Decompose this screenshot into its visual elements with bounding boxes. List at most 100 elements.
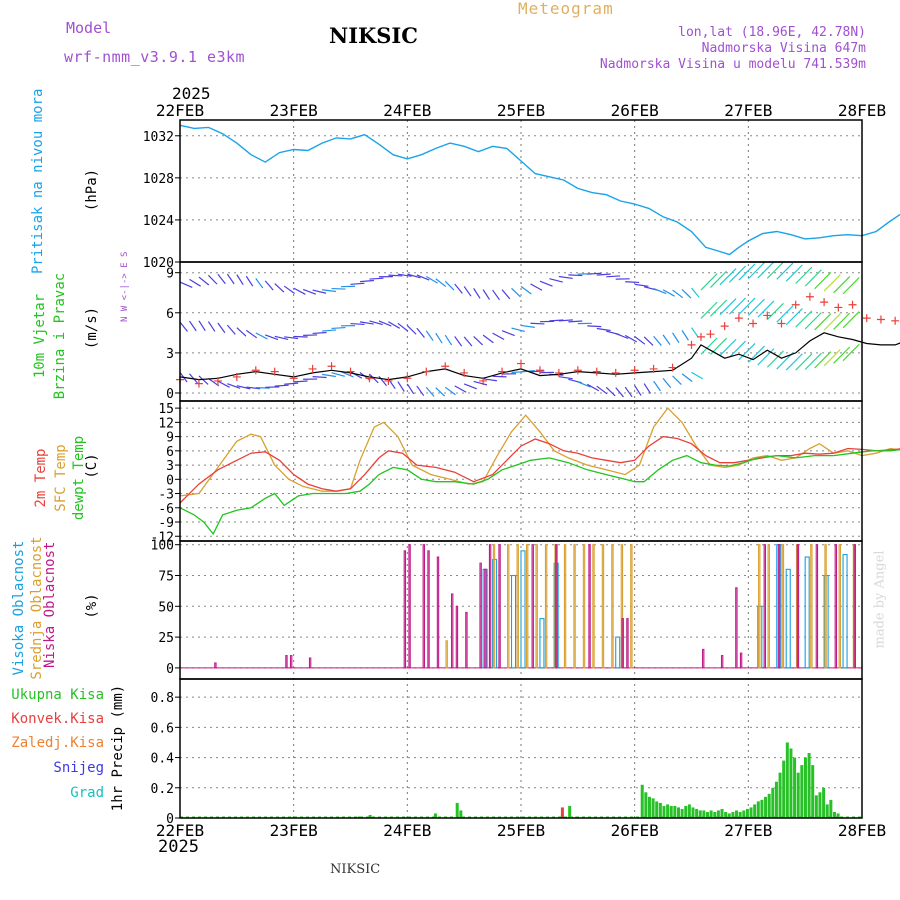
wind-barb (350, 282, 365, 285)
pressure-tick-label: 1028 (143, 172, 174, 187)
wind-barb (568, 274, 583, 277)
mid-cloud-bar (630, 544, 633, 669)
low-cloud-bar (739, 652, 743, 669)
wind-barb (842, 277, 860, 295)
wind-gust-marker (403, 374, 412, 383)
total-precip-bar (720, 808, 724, 818)
wind-barb (530, 322, 545, 325)
x-tick-top: 25FEB (497, 101, 545, 120)
wind-barb (293, 380, 308, 383)
wind-barb (738, 342, 756, 361)
wind-barb (634, 283, 649, 287)
axis-labels: 1032102810241020963015129630-3-6-9-12100… (143, 101, 886, 840)
wind-barb (284, 382, 299, 385)
total-precip-bar (749, 807, 753, 818)
wind-barb (814, 272, 832, 290)
total-precip-bar (658, 802, 662, 818)
wind-barb (691, 371, 704, 380)
wind-barb (653, 380, 661, 392)
wind-barb (606, 275, 621, 278)
low-cloud-bar (451, 593, 454, 669)
wind-barb (454, 336, 463, 347)
total-precip-bar (433, 813, 437, 818)
wind-gust-marker (535, 366, 544, 375)
low-cloud-bar (498, 544, 501, 669)
total-precip-bar (731, 811, 735, 818)
total-precip-bar (818, 792, 822, 818)
wind-barb (672, 375, 682, 386)
wind-barb (246, 386, 261, 390)
wind-barb (804, 352, 822, 370)
total-precip-bar (796, 772, 800, 818)
low-cloud-bar (720, 655, 724, 669)
total-precip-bar (778, 772, 782, 818)
wind-barb (463, 336, 473, 347)
wind-barb (473, 288, 481, 299)
wind-barb (283, 285, 295, 295)
total-precip-bar (771, 787, 775, 818)
wind-barb (587, 325, 602, 328)
low-cloud-bar (735, 587, 738, 669)
grid-lines (180, 120, 862, 819)
total-precip-bar (756, 801, 760, 818)
wind-gust-marker (777, 319, 786, 328)
wind-gust-marker (649, 364, 658, 373)
wind-barb (340, 371, 354, 378)
mid-cloud-bar (601, 544, 605, 669)
low-cloud-bar (455, 605, 459, 669)
cloud-tick-label: 25 (158, 631, 174, 646)
wind-barb (482, 334, 494, 344)
coords-label: lon,lat (18.96E, 42.78N) (678, 25, 866, 40)
wind-gust-marker (687, 340, 696, 349)
wind-gust-marker (611, 368, 620, 377)
wind-barb (833, 346, 851, 364)
wind-barb (416, 327, 425, 338)
model-elevation-label: Nadmorska Visina u modelu 741.539m (599, 57, 866, 72)
wind-barb (549, 278, 563, 283)
total-precip-bar (822, 787, 826, 818)
wind-barb (681, 373, 693, 383)
wind-barb (719, 338, 737, 356)
wind-gust-marker (251, 366, 260, 375)
temp-tick-label: -12 (151, 530, 174, 545)
station-title: NIKSIC (329, 23, 418, 48)
x-tick-top: 23FEB (270, 101, 318, 120)
wind-barb (207, 321, 216, 332)
pressure-line (179, 124, 900, 256)
wind-barb (814, 313, 832, 331)
wind-gust-marker (848, 300, 857, 309)
wind-barb (425, 386, 435, 397)
total-precip-bar (669, 805, 673, 818)
total-precip-bar (836, 813, 840, 818)
total-precip-bar (687, 804, 691, 818)
x-tick-top: 27FEB (724, 101, 772, 120)
wind-speed-line (179, 332, 900, 381)
wind-gust-marker (498, 367, 507, 376)
wind-barb (587, 383, 600, 392)
wind-barb (766, 261, 784, 279)
wind-barb (425, 330, 434, 341)
low-cloud-bar (626, 618, 629, 669)
wind-barb (264, 280, 274, 291)
low-cloud-bar (853, 544, 856, 669)
wind-barb (596, 327, 611, 332)
wind-barb (653, 288, 667, 295)
wind-barb (842, 343, 860, 362)
x-tick-bottom: 25FEB (497, 821, 545, 840)
mid-cloud-bar (824, 544, 827, 669)
wind-gust-marker (720, 322, 729, 331)
temp-tick-label: -3 (158, 488, 174, 503)
wind-barb (397, 322, 409, 332)
x-tick-top: 22FEB (156, 101, 204, 120)
year-top: 2025 (172, 84, 211, 103)
wind-barb (198, 375, 209, 385)
wind-barb (738, 297, 756, 315)
wind-barb (407, 273, 421, 279)
elevation-label: Nadmorska Visina 647m (701, 41, 866, 56)
cloud-tick-label: 75 (158, 570, 174, 585)
wind-barb (482, 289, 491, 300)
wind-barb (700, 337, 718, 355)
wind-barb (331, 326, 346, 330)
total-precip-bar (673, 805, 677, 818)
precip-panel (180, 742, 862, 818)
